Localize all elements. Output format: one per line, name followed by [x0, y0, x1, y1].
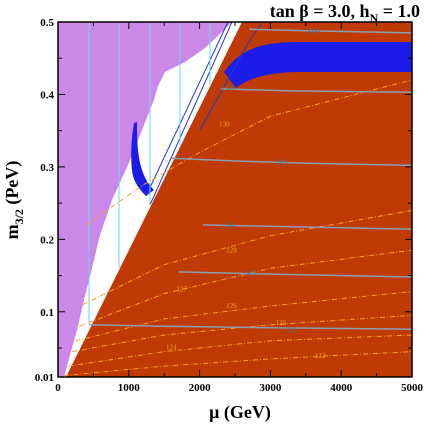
- y-tick-label: 0.1: [40, 307, 54, 319]
- y-axis-label-subscript: 3/2: [12, 209, 26, 224]
- higgs-contour-127: [79, 249, 412, 327]
- mass-contour-500: [89, 324, 412, 330]
- higgs-contour-125: [72, 314, 412, 353]
- excluded-region: [58, 22, 232, 377]
- higgs-contour-label-122: 122: [315, 352, 326, 360]
- higgs-contours: 122 124 125 126 127 128 130: [63, 79, 412, 377]
- higgs-contour-label-127: 127: [177, 286, 188, 294]
- mass-contour-label-2000: 2000: [274, 159, 289, 167]
- higgs-contour-122: [63, 351, 412, 377]
- x-tick-label: 1000: [118, 382, 141, 394]
- y-tick-label: 0.4: [40, 89, 54, 101]
- x-tick-label: 3000: [259, 382, 282, 394]
- higgs-contour-label-130: 130: [219, 120, 230, 128]
- mass-contour-1000: [178, 271, 412, 278]
- plot-regions: 122 124 125 126 127 128 130 500 1000 1500 2000 250…: [58, 22, 412, 377]
- chart-title: tan β = 3.0, hN = 1.0: [270, 1, 420, 25]
- higgs-contour-label-128: 128: [226, 246, 237, 254]
- x-tick-label: 5000: [401, 382, 424, 394]
- axis-ticks: 0 1000 2000 3000 4000 5000 0.01 0.1 0.2 0.3 0.4 0.5: [35, 17, 424, 394]
- mass-contour-1500: [203, 224, 412, 230]
- title-subscript: N: [370, 11, 379, 25]
- mass-contour-label-3000: 3000: [306, 27, 321, 35]
- y-tick-label: 0.01: [35, 372, 54, 384]
- mass-contour-label-2500: 2500: [221, 85, 236, 93]
- mass-contour-label-1000: 1000: [242, 269, 257, 277]
- y-tick-label: 0.2: [40, 234, 54, 246]
- mass-contours: 500 1000 1500 2000 2500 3000: [89, 27, 412, 335]
- mass-contour-label-1500: 1500: [221, 222, 236, 230]
- x-tick-label: 0: [55, 382, 61, 394]
- y-tick-label: 0.5: [40, 17, 54, 29]
- higgs-contour-130: [86, 79, 412, 226]
- higgs-contour-128: [82, 209, 412, 306]
- mass-contour-2000: [171, 157, 412, 167]
- dark-matter-blob: [131, 122, 154, 196]
- dark-matter-band: [224, 42, 412, 88]
- mass-contour-2500: [220, 87, 412, 94]
- mass-contour-label-500: 500: [286, 327, 297, 335]
- higgs-contour-label-126: 126: [226, 302, 237, 310]
- higgs-contour-124: [68, 334, 412, 367]
- blue-boundary-lines: [145, 22, 263, 206]
- higgs-contour-label-125: 125: [276, 319, 287, 327]
- x-tick-label: 2000: [189, 382, 212, 394]
- cyan-lines: [88, 22, 211, 324]
- mass-contour-3000: [249, 28, 412, 34]
- allowed-region: [66, 22, 412, 377]
- x-tick-label: 4000: [330, 382, 353, 394]
- y-tick-label: 0.3: [40, 162, 54, 174]
- x-axis-label: μ (GeV): [209, 402, 271, 423]
- higgs-contour-126: [75, 291, 412, 342]
- y-axis-label: m3/2 (PeV): [2, 161, 26, 240]
- higgs-contour-label-124: 124: [166, 343, 177, 351]
